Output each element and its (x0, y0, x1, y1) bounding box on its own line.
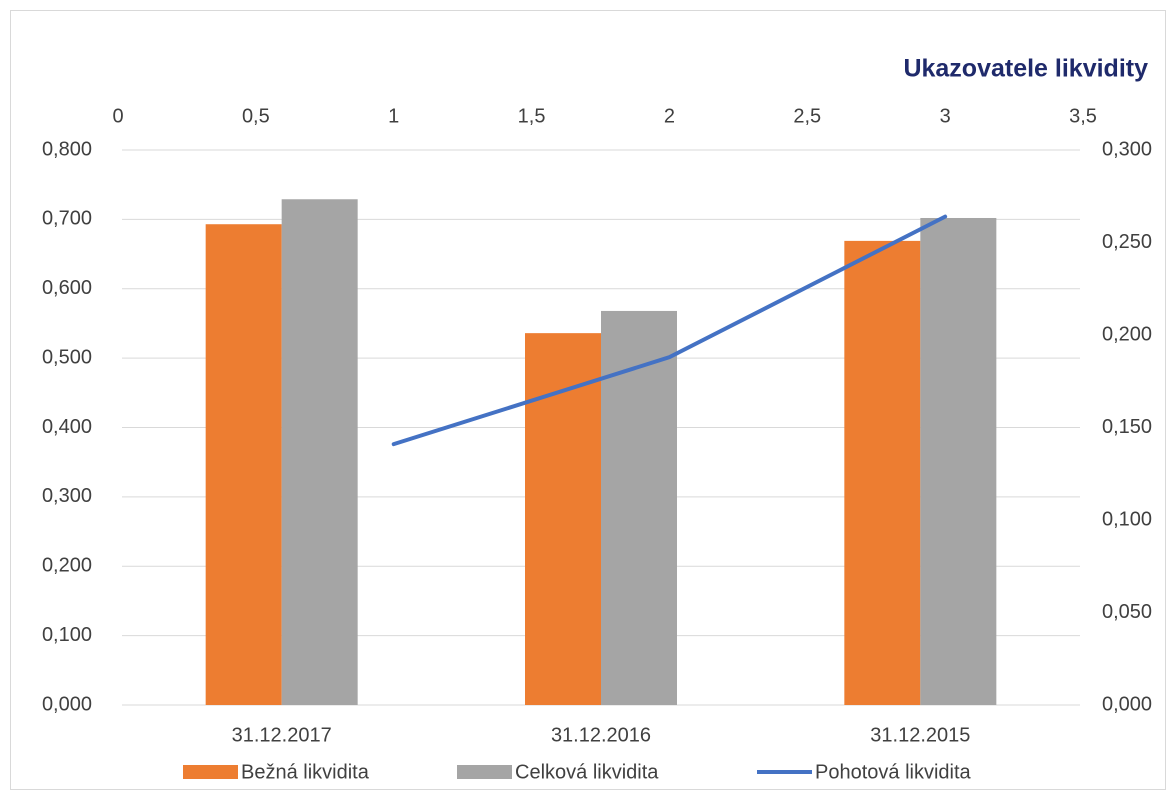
x2-tick-label: 0,5 (242, 105, 270, 127)
chart-title: Ukazovatele likvidity (903, 55, 1148, 83)
bar (205, 224, 282, 705)
y2-tick-label: 0,050 (1102, 601, 1152, 623)
bar (281, 199, 358, 705)
y-tick-label: 0,200 (42, 555, 92, 577)
line (391, 214, 948, 447)
y-tick-label: 0,300 (42, 485, 92, 507)
x-tick-label: 31.12.2015 (870, 724, 970, 746)
x2-tick-label: 2,5 (793, 105, 821, 127)
y2-tick-label: 0,000 (1102, 693, 1152, 715)
y-tick-label: 0,700 (42, 208, 92, 230)
y-tick-label: 0,800 (42, 138, 92, 160)
y2-tick-label: 0,200 (1102, 323, 1152, 345)
legend-swatch (183, 765, 238, 779)
y-tick-label: 0,500 (42, 346, 92, 368)
y2-tick-label: 0,100 (1102, 508, 1152, 530)
legend-label: Celková likvidita (515, 761, 659, 783)
x2-tick-label: 3,5 (1069, 105, 1097, 127)
bar (525, 333, 601, 705)
x-tick-label: 31.12.2016 (551, 724, 651, 746)
x-tick-label: 31.12.2017 (232, 724, 332, 746)
y2-tick-label: 0,150 (1102, 416, 1152, 438)
x2-tick-label: 2 (664, 105, 675, 127)
bar (601, 310, 677, 705)
y2-tick-label: 0,300 (1102, 138, 1152, 160)
x2-tick-label: 0 (112, 105, 123, 127)
bar (920, 217, 997, 706)
y-tick-label: 0,600 (42, 277, 92, 299)
y2-tick-label: 0,250 (1102, 231, 1152, 253)
y-tick-label: 0,000 (42, 693, 92, 715)
x2-tick-label: 1,5 (518, 105, 546, 127)
y-tick-label: 0,100 (42, 624, 92, 646)
legend-swatch (457, 765, 512, 779)
x2-tick-label: 1 (388, 105, 399, 127)
legend-label: Pohotová likvidita (815, 761, 972, 783)
x2-tick-label: 3 (940, 105, 951, 127)
bar (844, 240, 921, 705)
legend-label: Bežná likvidita (241, 761, 370, 783)
y-tick-label: 0,400 (42, 416, 92, 438)
